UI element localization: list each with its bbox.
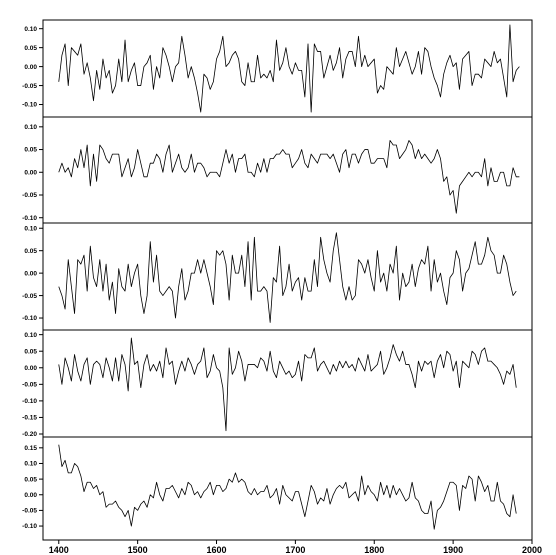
- panel-4-y-tick-label: 0.05: [24, 348, 37, 355]
- panel-4-y-tick-label: -0.15: [22, 415, 37, 422]
- panel-2-y-tick-label: 0.10: [24, 124, 37, 131]
- panel-5-frame: [42, 436, 533, 541]
- x-tick-label: 1500: [128, 545, 148, 555]
- panel-2-y-tick-label: 0.05: [24, 147, 37, 154]
- panel-2-y-tick-label: -0.05: [22, 192, 37, 199]
- panel-2-y-tick-label: -0.10: [22, 215, 37, 222]
- panel-4-series-line: [58, 337, 517, 432]
- panel-5-series-line: [58, 444, 517, 530]
- panel-4-y-tick-label: -0.05: [22, 382, 37, 389]
- panel-5-y-tick-label: 0.10: [24, 461, 37, 468]
- panel-2-series-line: [58, 140, 520, 214]
- panel-3-y-tick-label: -0.10: [22, 315, 37, 322]
- panel-3-series-line: [58, 232, 517, 323]
- panel-1-series-line: [58, 24, 520, 113]
- panel-1-y-tick-label: 0.10: [24, 26, 37, 33]
- panel-5-y-tick-label: -0.05: [22, 508, 37, 515]
- panel-4-y-tick-label: -0.10: [22, 398, 37, 405]
- panel-4-y-tick-label: 0.10: [24, 332, 37, 339]
- panel-1-y-tick-label: 0.00: [24, 64, 37, 71]
- panel-2-frame: [42, 116, 533, 224]
- panel-5-y-tick-label: -0.10: [22, 523, 37, 530]
- x-tick-label: 1800: [364, 545, 384, 555]
- x-tick-label: 2000: [522, 545, 542, 555]
- panel-3-y-tick-label: 0.05: [24, 248, 37, 255]
- panel-3-y-tick-label: 0.10: [24, 225, 37, 232]
- panel-3-y-tick-label: -0.05: [22, 293, 37, 300]
- panel-5-y-tick-label: 0.15: [24, 445, 37, 452]
- panel-1-y-tick-label: -0.05: [22, 83, 37, 90]
- panel-1-frame: [42, 19, 533, 118]
- panel-4-y-tick-label: 0.00: [24, 365, 37, 372]
- x-tick-label: 1900: [443, 545, 463, 555]
- panel-5-y-tick-label: 0.00: [24, 492, 37, 499]
- x-tick-label: 1600: [207, 545, 227, 555]
- panel-5-y-tick-label: 0.05: [24, 476, 37, 483]
- panel-3-y-tick-label: 0.00: [24, 270, 37, 277]
- x-tick-label: 1700: [285, 545, 305, 555]
- panel-2-y-tick-label: 0.00: [24, 169, 37, 176]
- x-tick-label: 1400: [49, 545, 69, 555]
- panel-1-y-tick-label: -0.10: [22, 102, 37, 109]
- panel-1-y-tick-label: 0.05: [24, 45, 37, 52]
- panel-4-y-tick-label: -0.20: [22, 431, 37, 438]
